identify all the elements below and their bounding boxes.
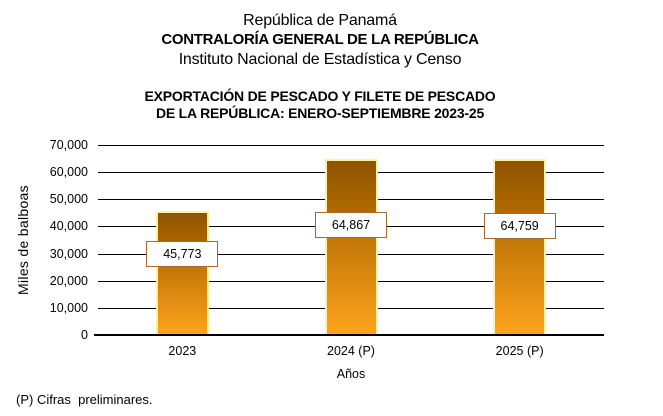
document-header: República de Panamá CONTRALORÍA GENERAL … (0, 11, 640, 69)
x-axis-line (94, 334, 604, 336)
bar-value-label: 45,773 (146, 241, 219, 267)
chart-title: EXPORTACIÓN DE PESCADO Y FILETE DE PESCA… (0, 88, 640, 122)
country-title: República de Panamá (243, 12, 397, 29)
bar-2023 (155, 210, 209, 335)
x-axis-title: Años (336, 367, 366, 381)
y-tick-label: 50,000 (49, 192, 88, 207)
bar-value-label: 64,867 (315, 212, 387, 238)
y-axis-title: Miles de balboas (15, 185, 31, 295)
bar-2024 (P) (324, 158, 378, 335)
y-tick-label: 40,000 (49, 219, 88, 234)
bar-value-label: 64,759 (483, 213, 556, 239)
footnote: (P) Cifras preliminares. (16, 392, 153, 407)
y-tick-label: 70,000 (49, 138, 88, 152)
x-tick-label: 2024 (P) (327, 344, 375, 358)
chart-title-line-1: EXPORTACIÓN DE PESCADO Y FILETE DE PESCA… (144, 88, 496, 104)
y-tick-label: 0 (81, 328, 88, 342)
x-tick-label: 2023 (168, 344, 197, 358)
y-tick-label: 30,000 (49, 246, 88, 261)
institution-title: CONTRALORÍA GENERAL DE LA REPÚBLICA (161, 31, 479, 48)
y-tick-label: 10,000 (49, 300, 88, 315)
x-tick-label: 2025 (P) (495, 344, 544, 358)
chart-title-line-2: DE LA REPÚBLICA: ENERO-SEPTIEMBRE 2023-2… (155, 105, 485, 121)
gridline (98, 145, 604, 146)
bar-2025 (P) (493, 159, 547, 335)
y-tick-label: 20,000 (49, 273, 88, 288)
y-tick-label: 60,000 (49, 165, 88, 180)
department-title: Instituto Nacional de Estadística y Cens… (178, 51, 462, 68)
